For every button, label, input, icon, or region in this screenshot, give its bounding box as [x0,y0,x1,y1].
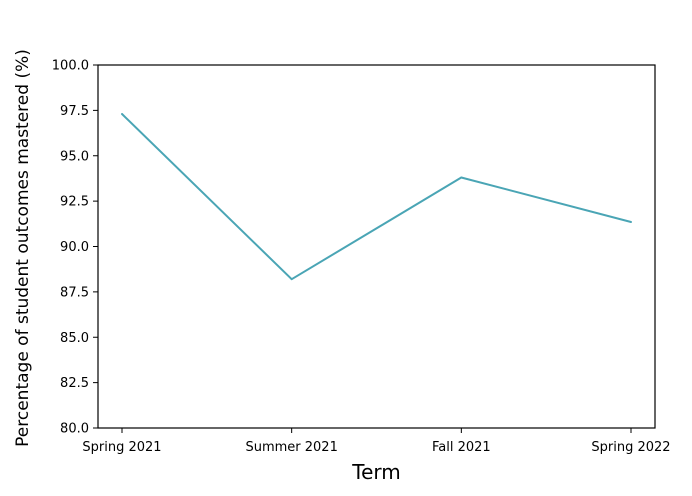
series-layer [121,113,632,281]
y-axis-label: Percentage of student outcomes mastered … [13,49,33,447]
data-point [121,113,123,116]
y-tick-label: 85.0 [60,331,89,346]
x-tick-label: Spring 2021 [82,440,161,455]
y-tick-label: 100.0 [52,59,89,74]
data-point [630,220,632,223]
x-axis-label: Term [351,460,400,484]
y-tick-label: 95.0 [60,149,89,164]
y-tick-label: 80.0 [60,422,89,437]
data-point [290,278,293,281]
x-tick-label: Summer 2021 [245,440,337,455]
x-tick-label: Fall 2021 [432,440,491,455]
y-tick-label: 90.0 [60,240,89,255]
y-tick-label: 92.5 [60,195,89,210]
y-axis-ticks: 80.0 82.5 85.0 87.5 90.0 92.5 95.0 97.5 100.0 [52,59,98,437]
plot-area-frame [97,64,656,429]
x-tick-label: Spring 2022 [591,440,670,455]
data-point [460,176,463,179]
x-axis-ticks: Spring 2021 Summer 2021 Fall 2021 Spring 20… [82,428,671,455]
series-line [121,113,632,281]
y-tick-label: 97.5 [60,104,89,119]
y-tick-label: 87.5 [60,285,89,300]
y-tick-label: 82.5 [60,376,89,391]
